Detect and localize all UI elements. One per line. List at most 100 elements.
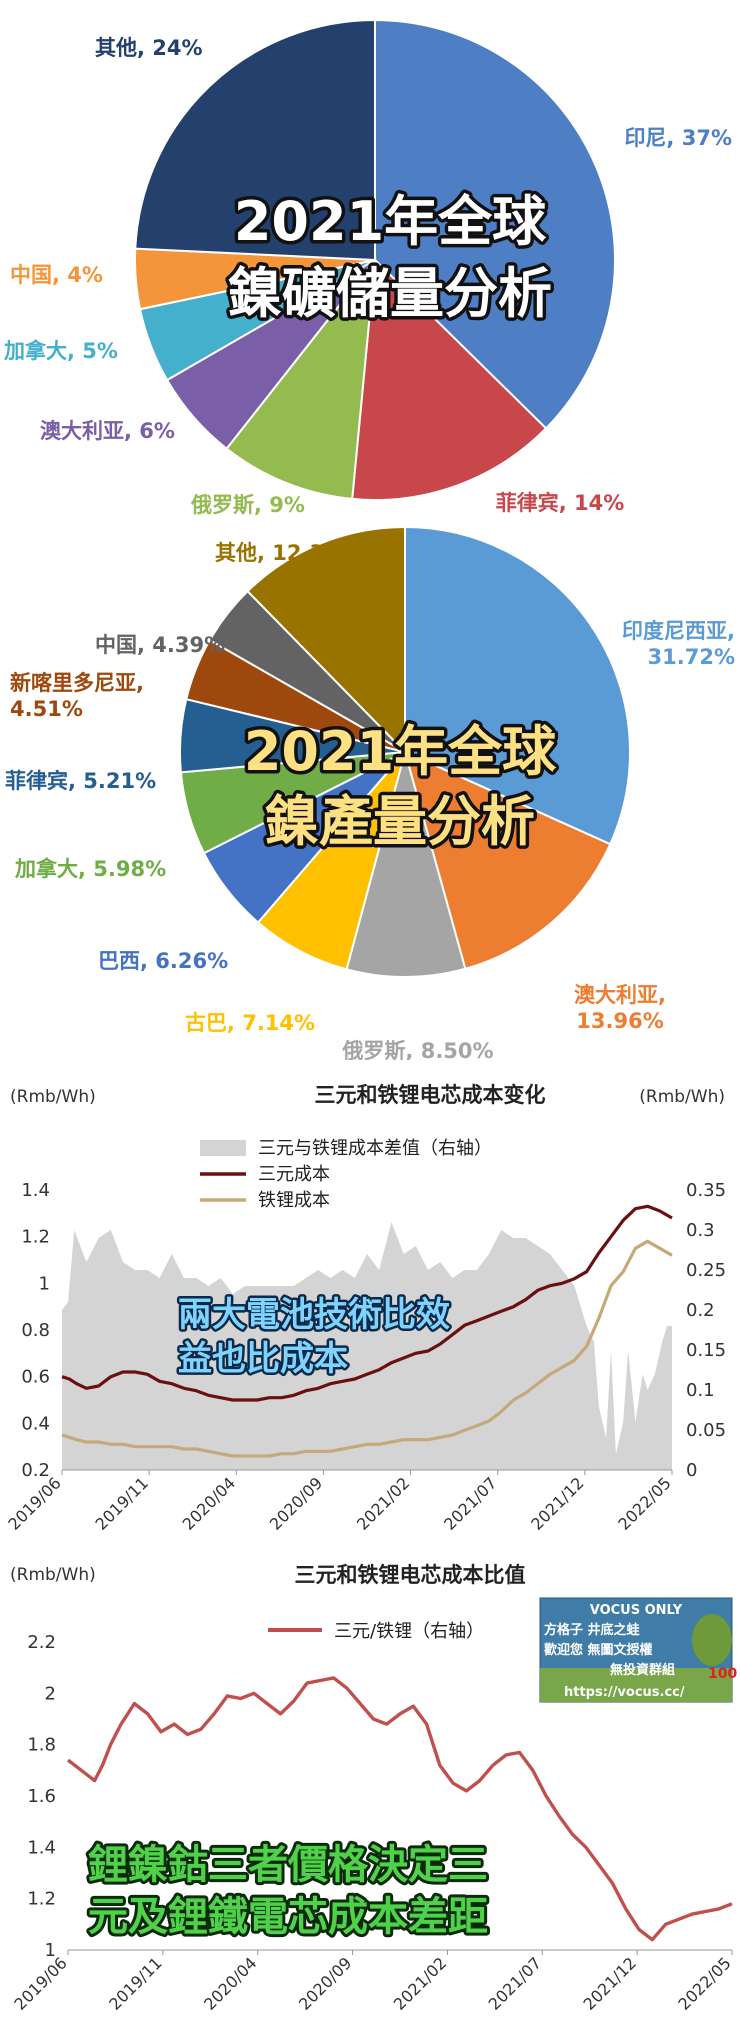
pie-slice-label: 加拿大, 5.98%	[14, 857, 166, 881]
pie-slice-label: 澳大利亚, 6%	[40, 419, 175, 443]
overlay-title-text: 2021年全球	[244, 720, 557, 783]
y-tick-label-left: 1.8	[27, 1735, 56, 1756]
pie-slice-label: 加拿大, 5%	[3, 339, 118, 363]
x-tick-label: 2020/04	[179, 1473, 239, 1533]
pie-slice	[134, 18, 376, 262]
pie-slice-label: 4.51%	[10, 697, 83, 721]
panel-nickel-reserves: 印尼, 37% 菲律宾, 14% 俄罗斯, 9% 澳大利亚, 6% 加拿大, 5% 中国,…	[0, 0, 740, 520]
pie-slice-label: 中国, 4%	[10, 263, 103, 287]
panel-nickel-production: 印度尼西亚, 31.72% 澳大利亚, 13.96% 俄罗斯, 8.50% 古巴, 7.1…	[0, 520, 740, 1060]
pie-slice-label: 31.72%	[648, 645, 735, 669]
series-area-diff	[62, 1222, 672, 1470]
x-tick-label: 2021/07	[440, 1473, 500, 1533]
overlay-caption-text: 兩大電池技術比效	[178, 1295, 450, 1335]
y-axis-label-left: (Rmb/Wh)	[10, 1565, 96, 1585]
y-tick-label-left: 2	[45, 1683, 56, 1704]
x-tick-label: 2020/09	[266, 1473, 326, 1533]
watermark-text: 無投資群組	[610, 1662, 675, 1678]
y-tick-label-left: 1.4	[21, 1180, 50, 1201]
pie-slice-label: 菲律宾, 5.21%	[5, 769, 156, 793]
pie-slice-label: 印尼, 37%	[624, 126, 732, 150]
x-tick-label: 2020/04	[200, 1953, 260, 2013]
pie-slice-label: 巴西, 6.26%	[98, 949, 228, 973]
watermark-text: VOCUS ONLY	[590, 1603, 683, 1618]
pie-slice-label: 菲律宾, 14%	[496, 491, 625, 515]
y-tick-label-right: 0.3	[686, 1220, 715, 1241]
line-chart-cost-change: 三元和铁锂电芯成本变化 (Rmb/Wh) (Rmb/Wh) 2019/06 2019/1…	[4, 1083, 726, 1534]
x-tick-label: 2021/12	[580, 1953, 640, 2013]
pie-slice	[256, 751, 406, 971]
pie-slice-label: 俄罗斯, 8.50%	[341, 1039, 493, 1060]
chart-title: 三元和铁锂电芯成本比值	[295, 1563, 526, 1587]
x-tick-label: 2021/02	[353, 1473, 413, 1533]
overlay-title-text: 鎳產量分析	[265, 790, 535, 853]
y-tick-label-left: 1.2	[21, 1227, 50, 1248]
x-tick-label: 2019/06	[10, 1953, 70, 2013]
watermark-badge: 100	[708, 1666, 737, 1682]
x-tick-label: 2022/05	[674, 1953, 734, 2013]
overlay-title-text: 鎳礦儲量分析	[228, 262, 552, 325]
series-line	[61, 1239, 673, 1458]
y-tick-label-left: 0.2	[21, 1460, 50, 1481]
pie-chart-production: 印度尼西亚,31.72% 澳大利亚,13.96% 俄罗斯, 8.50% 古巴, 7.1…	[5, 525, 735, 1060]
pie-slice-label: 新喀里多尼亚,	[10, 671, 144, 695]
pie-slice-label: 13.96%	[576, 1009, 663, 1033]
watermark-text: https://vocus.cc/	[564, 1685, 685, 1700]
y-axis-label-left: (Rmb/Wh)	[10, 1087, 96, 1107]
legend-label: 三元与铁锂成本差值（右轴）	[258, 1138, 492, 1159]
x-tick-label: 2019/11	[105, 1953, 165, 2013]
watermark-ground	[540, 1668, 732, 1702]
pie-slice-label: 其他, 24%	[95, 36, 203, 60]
x-tick-label: 2021/02	[390, 1953, 450, 2013]
y-tick-label-left: 1	[45, 1940, 56, 1961]
overlay-caption-text: 鋰鎳鈷三者價格決定三	[88, 1842, 488, 1888]
series-line-ratio	[66, 1676, 733, 1942]
x-tick-label: 2022/05	[614, 1473, 674, 1533]
y-tick-label-left: 0.6	[21, 1367, 50, 1388]
watermark-frog-icon	[692, 1614, 732, 1666]
pie-slice-label: 澳大利亚,	[574, 983, 666, 1007]
pie-slice	[403, 750, 612, 970]
x-tick-label: 2021/12	[527, 1473, 587, 1533]
watermark-text: 方格子 井底之蛙	[544, 1622, 640, 1638]
y-tick-label-right: 0.05	[686, 1420, 726, 1441]
pie-slice-label: 印度尼西亚,	[622, 619, 735, 643]
legend-label: 三元/铁锂（右轴）	[334, 1621, 484, 1642]
watermark-text: 歡迎您 無圖文授權	[544, 1642, 653, 1658]
legend-label: 三元成本	[258, 1164, 330, 1185]
y-tick-label-left: 1	[39, 1273, 50, 1294]
y-tick-label-right: 0	[686, 1460, 697, 1481]
pie-slice	[351, 257, 548, 501]
y-tick-label-right: 0.25	[686, 1260, 726, 1281]
x-tick-label: 2019/06	[4, 1473, 64, 1533]
panel-cost-ratio: 三元和铁锂电芯成本比值 (Rmb/Wh) 2019/06 2019/11 2020/04…	[0, 1550, 740, 2038]
legend-swatch	[200, 1140, 246, 1156]
x-tick-label: 2020/09	[295, 1953, 355, 2013]
panel-cost-change: 三元和铁锂电芯成本变化 (Rmb/Wh) (Rmb/Wh) 2019/06 2019/1…	[0, 1060, 740, 1550]
pie-slice	[225, 256, 377, 501]
chart-title: 三元和铁锂电芯成本变化	[315, 1083, 546, 1107]
y-tick-label-right: 0.2	[686, 1300, 715, 1321]
x-tick-label: 2021/07	[485, 1953, 545, 2013]
y-tick-label-left: 0.4	[21, 1413, 50, 1434]
pie-slice	[374, 18, 616, 430]
y-tick-label-right: 0.35	[686, 1180, 726, 1201]
pie-slice-label: 其他, 12.33%	[215, 541, 360, 565]
y-axis-label-right: (Rmb/Wh)	[639, 1087, 725, 1107]
y-tick-label-left: 1.2	[27, 1889, 56, 1910]
overlay-caption-text: 益也比成本	[178, 1339, 348, 1379]
pie-slice-label: 俄罗斯, 9%	[190, 493, 305, 517]
y-tick-label-left: 1.6	[27, 1786, 56, 1807]
pie-slice	[404, 525, 631, 846]
series-line	[61, 1204, 673, 1402]
pie-chart-reserves: 印尼, 37% 菲律宾, 14% 俄罗斯, 9% 澳大利亚, 6% 加拿大, 5% 中国,…	[3, 18, 732, 517]
x-tick-label: 2019/11	[92, 1473, 152, 1533]
overlay-title-text: 2021年全球	[234, 190, 547, 253]
y-tick-label-right: 0.1	[686, 1380, 715, 1401]
y-tick-label-left: 0.8	[21, 1320, 50, 1341]
pie-slice	[345, 748, 467, 978]
y-tick-label-right: 0.15	[686, 1340, 726, 1361]
legend-label: 铁锂成本	[258, 1190, 330, 1211]
y-tick-label-left: 2.2	[27, 1632, 56, 1653]
overlay-caption-text: 元及鋰鐵電芯成本差距	[88, 1894, 488, 1940]
